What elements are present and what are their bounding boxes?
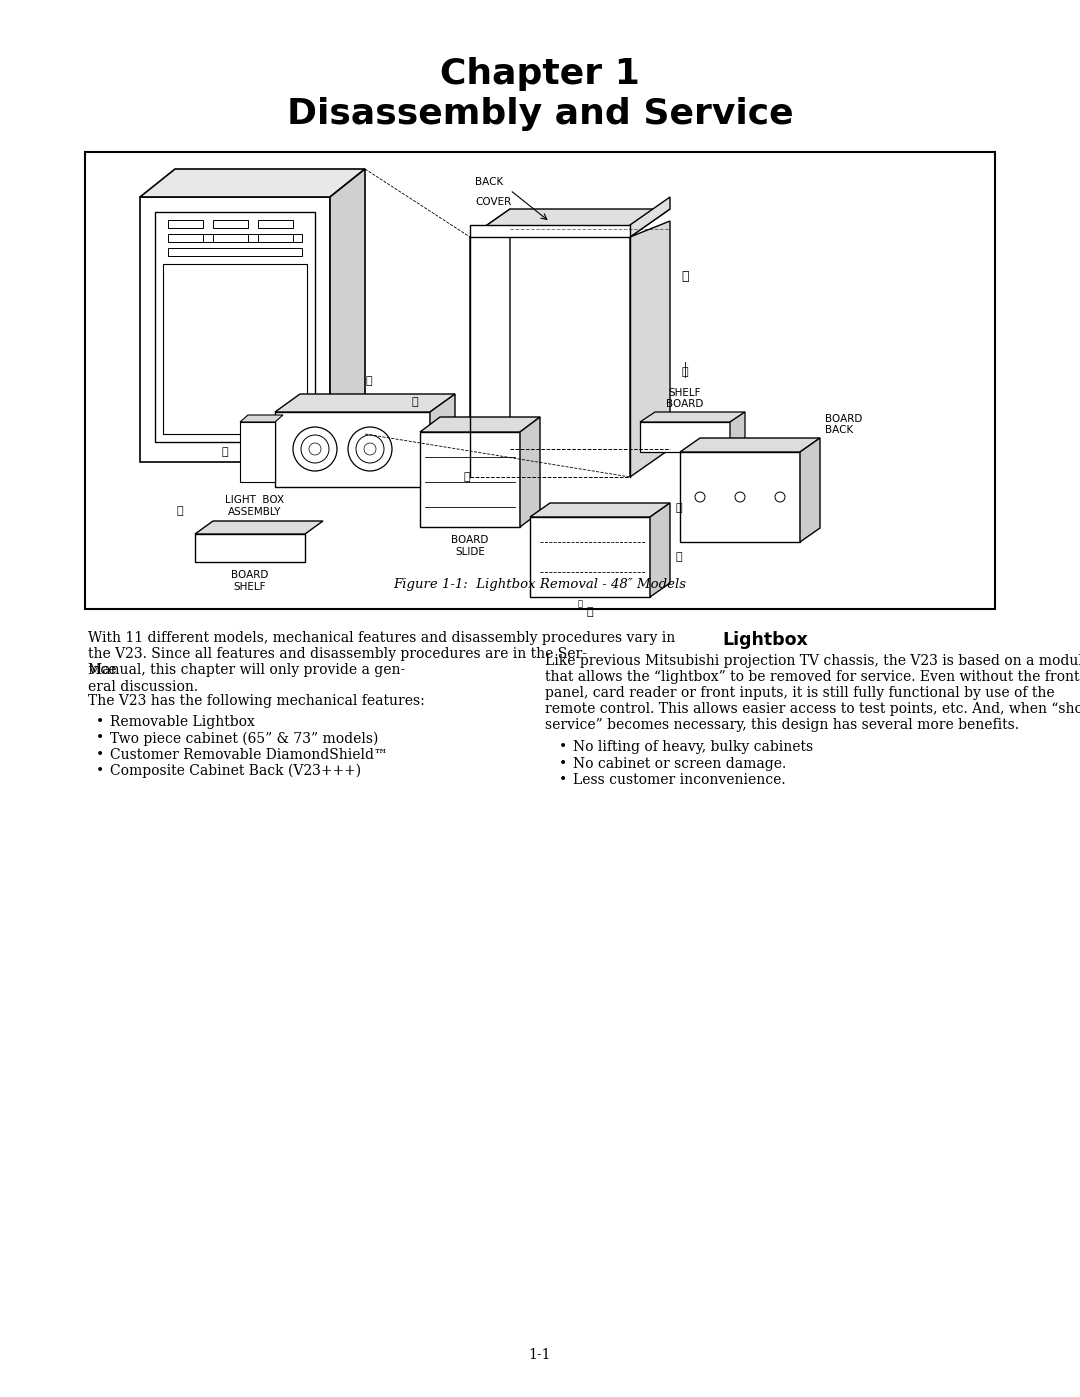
Text: ⓗ: ⓗ: [366, 376, 373, 386]
Text: ⓒ: ⓒ: [578, 599, 582, 608]
Bar: [156, 212, 315, 441]
Text: BOARD: BOARD: [666, 400, 704, 409]
Bar: [168, 219, 203, 228]
Text: ⓒ: ⓒ: [586, 608, 593, 617]
Text: •: •: [96, 747, 104, 761]
Text: BOARD: BOARD: [451, 535, 488, 545]
Text: ⓕ: ⓕ: [177, 506, 184, 515]
Text: •: •: [558, 757, 567, 771]
Text: SLIDE: SLIDE: [455, 548, 485, 557]
Bar: [258, 235, 293, 242]
Polygon shape: [420, 432, 519, 527]
Text: BACK: BACK: [475, 177, 503, 187]
Bar: [168, 235, 302, 242]
Text: Two piece cabinet (65” & 73” models): Two piece cabinet (65” & 73” models): [110, 732, 378, 746]
Polygon shape: [195, 534, 305, 562]
Bar: [163, 264, 307, 434]
Text: ⓗ: ⓗ: [221, 447, 228, 457]
Polygon shape: [730, 412, 745, 453]
Text: remote control. This allows easier access to test points, etc. And, when “shop: remote control. This allows easier acces…: [545, 703, 1080, 717]
Polygon shape: [275, 394, 455, 412]
Text: Figure 1-1:  Lightbox Removal - 48″ Models: Figure 1-1: Lightbox Removal - 48″ Model…: [393, 578, 687, 591]
Polygon shape: [630, 221, 670, 476]
Text: ⓐ: ⓐ: [675, 503, 681, 513]
Text: •: •: [558, 773, 567, 787]
Text: Composite Cabinet Back (V23+++): Composite Cabinet Back (V23+++): [110, 764, 361, 778]
Text: Removable Lightbox: Removable Lightbox: [110, 715, 255, 729]
Text: ⓓ: ⓓ: [681, 271, 689, 284]
Bar: [213, 235, 248, 242]
Bar: [213, 219, 248, 228]
Text: 1-1: 1-1: [529, 1348, 551, 1362]
Polygon shape: [650, 503, 670, 597]
Text: Less customer inconvenience.: Less customer inconvenience.: [573, 773, 785, 787]
Text: •: •: [558, 740, 567, 754]
Text: LIGHT  BOX: LIGHT BOX: [226, 495, 284, 504]
Polygon shape: [640, 412, 745, 422]
Polygon shape: [680, 453, 800, 542]
Text: Lightbox: Lightbox: [723, 631, 808, 650]
Polygon shape: [240, 422, 275, 482]
Text: BACK: BACK: [825, 425, 853, 434]
Polygon shape: [470, 210, 510, 476]
Text: •: •: [96, 732, 104, 746]
Polygon shape: [470, 225, 630, 237]
Text: •: •: [96, 715, 104, 729]
Text: No lifting of heavy, bulky cabinets: No lifting of heavy, bulky cabinets: [573, 740, 813, 754]
Polygon shape: [800, 439, 820, 542]
Text: No cabinet or screen damage.: No cabinet or screen damage.: [573, 757, 786, 771]
Text: •: •: [96, 764, 104, 778]
Polygon shape: [430, 394, 455, 488]
Text: Chapter 1: Chapter 1: [440, 57, 640, 91]
Text: ⓖ: ⓖ: [463, 472, 470, 482]
Polygon shape: [240, 415, 283, 422]
Text: Manual, this chapter will only provide a gen-
eral discussion.: Manual, this chapter will only provide a…: [87, 664, 405, 693]
Text: that allows the “lightbox” to be removed for service. Even without the front con: that allows the “lightbox” to be removed…: [545, 671, 1080, 685]
Text: service” becomes necessary, this design has several more benefits.: service” becomes necessary, this design …: [545, 718, 1020, 732]
Text: SHELF: SHELF: [233, 583, 267, 592]
Polygon shape: [140, 169, 365, 197]
Text: With 11 different models, mechanical features and disassembly procedures vary in: With 11 different models, mechanical fea…: [87, 631, 675, 645]
Polygon shape: [140, 197, 330, 462]
Text: the V23. Since all features and disassembly procedures are in the Ser-
vice: the V23. Since all features and disassem…: [87, 647, 588, 678]
Polygon shape: [530, 503, 670, 517]
Polygon shape: [630, 197, 670, 237]
Polygon shape: [420, 416, 540, 432]
Polygon shape: [519, 416, 540, 527]
Text: Disassembly and Service: Disassembly and Service: [286, 96, 794, 131]
Polygon shape: [275, 412, 430, 488]
Text: ASSEMBLY: ASSEMBLY: [228, 507, 282, 517]
Text: panel, card reader or front inputs, it is still fully functional by use of the: panel, card reader or front inputs, it i…: [545, 686, 1055, 700]
Text: SHELF: SHELF: [669, 388, 701, 398]
Polygon shape: [330, 169, 365, 462]
Text: ⓑ: ⓑ: [675, 552, 681, 562]
Polygon shape: [530, 517, 650, 597]
Text: ⓔ: ⓔ: [411, 397, 418, 407]
Text: BOARD: BOARD: [825, 414, 862, 425]
Polygon shape: [680, 439, 820, 453]
Text: Customer Removable DiamondShield™: Customer Removable DiamondShield™: [110, 747, 388, 761]
Text: COVER: COVER: [475, 197, 511, 207]
Polygon shape: [195, 521, 323, 534]
Text: BOARD: BOARD: [231, 570, 269, 580]
Polygon shape: [470, 210, 670, 237]
Text: The V23 has the following mechanical features:: The V23 has the following mechanical fea…: [87, 694, 424, 708]
Bar: [168, 249, 302, 256]
Bar: [258, 219, 293, 228]
Polygon shape: [640, 422, 730, 453]
Text: ⓕ: ⓕ: [681, 367, 688, 377]
Text: Like previous Mitsubishi projection TV chassis, the V23 is based on a modular de: Like previous Mitsubishi projection TV c…: [545, 654, 1080, 668]
Bar: [168, 235, 203, 242]
Bar: [85, 152, 995, 609]
